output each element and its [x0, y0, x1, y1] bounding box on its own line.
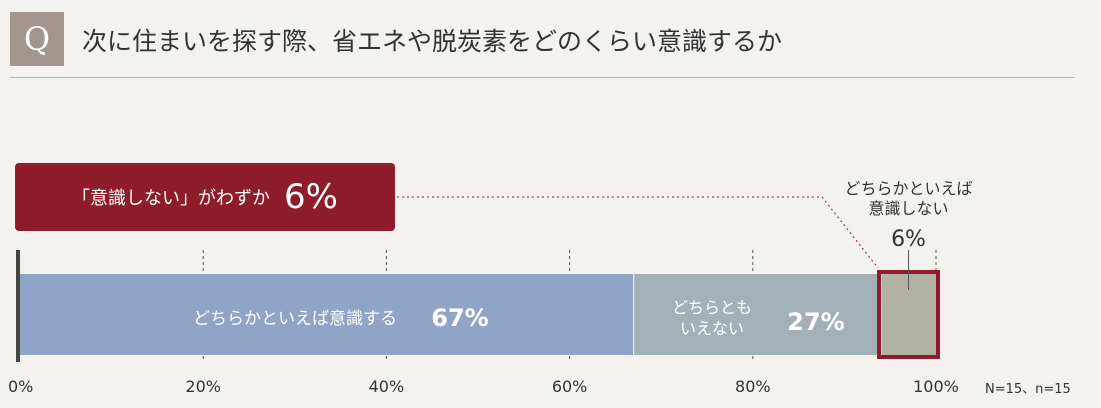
segment-value-label: 27% [787, 308, 844, 336]
title-divider [10, 77, 1075, 78]
x-tick-label: 80% [735, 377, 771, 396]
outside-label: 意識しない [869, 199, 949, 218]
outside-value-label: 6% [891, 227, 926, 252]
segment-label: どちらとも [672, 298, 752, 317]
x-tick-label: 40% [369, 377, 405, 396]
y-axis-line [16, 250, 20, 362]
highlight-callout: 「意識しない」がわずか 6% [15, 163, 395, 231]
bar-segment-1 [633, 274, 882, 355]
callout-connector [397, 196, 879, 269]
segment-label: いえない [680, 319, 744, 338]
x-tick-label: 0% [8, 377, 33, 396]
callout-value: 6% [284, 177, 338, 217]
segment-value-label: 67% [431, 304, 488, 332]
page-title: 次に住まいを探す際、省エネや脱炭素をどのくらい意識するか [82, 27, 783, 56]
question-badge: Q [10, 12, 64, 66]
segment-label: どちらかといえば意識する [193, 309, 397, 329]
x-tick-label: 100% [913, 377, 959, 396]
x-tick-label: 20% [185, 377, 221, 396]
outside-label: どちらかといえば [845, 179, 973, 198]
callout-text: 「意識しない」がわずか [72, 188, 271, 209]
sample-size-note: N=15、n=15 [985, 382, 1071, 397]
bar-segment-0 [20, 274, 634, 355]
x-tick-label: 60% [552, 377, 588, 396]
